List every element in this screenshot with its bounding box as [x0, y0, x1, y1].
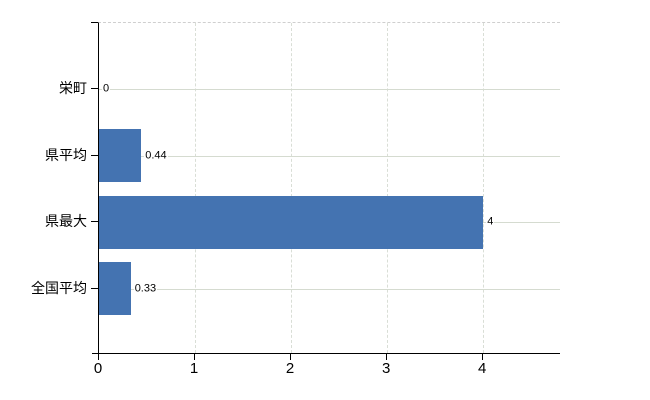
x-axis-tick	[98, 354, 99, 360]
x-tick-label: 0	[93, 360, 103, 377]
bar	[99, 129, 142, 183]
vertical-gridline	[387, 23, 389, 353]
category-label: 県最大	[45, 213, 87, 230]
vertical-gridline	[195, 23, 197, 353]
value-label: 4	[486, 215, 495, 229]
value-label: 0.44	[144, 149, 168, 163]
category-label: 県平均	[45, 146, 87, 163]
y-axis-tick	[91, 287, 98, 289]
x-axis-end-tick	[92, 353, 98, 354]
vertical-gridline	[291, 23, 293, 353]
y-axis-tick	[91, 88, 98, 90]
horizontal-gridline	[99, 288, 560, 290]
plot-area: 0 0.44 4 0.33	[98, 22, 560, 354]
y-axis-tick	[91, 221, 98, 223]
x-tick-label: 2	[285, 360, 295, 377]
bar	[99, 195, 484, 249]
x-axis-tick	[386, 354, 388, 360]
x-tick-label: 4	[478, 360, 487, 377]
vertical-gridline	[483, 23, 485, 353]
y-axis-tick	[91, 154, 98, 156]
y-axis-end-tick	[91, 22, 98, 23]
bar	[99, 262, 131, 316]
x-tick-label: 3	[381, 360, 391, 377]
category-label: 全国平均	[31, 279, 87, 296]
horizontal-gridline	[99, 155, 560, 157]
x-axis-tick	[290, 354, 292, 360]
x-axis-tick	[482, 354, 484, 360]
category-label: 栄町	[59, 80, 87, 97]
horizontal-gridline	[99, 89, 560, 91]
value-label: 0.33	[133, 282, 158, 296]
value-label: 0	[102, 82, 111, 96]
x-axis-tick	[194, 354, 196, 360]
x-tick-label: 1	[189, 360, 199, 377]
